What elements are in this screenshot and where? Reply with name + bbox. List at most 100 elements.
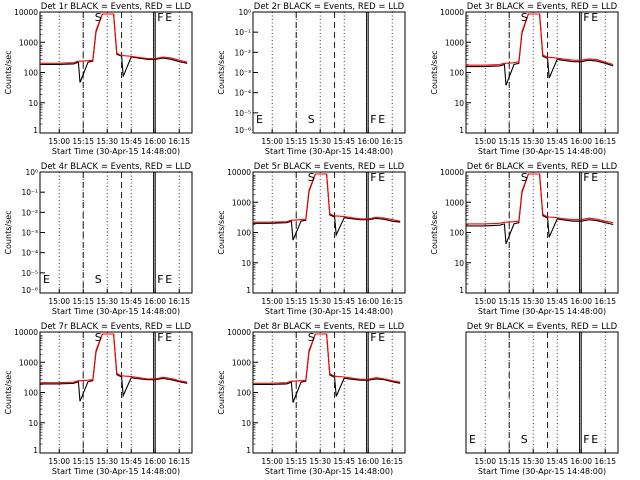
lld-series-line (466, 13, 614, 66)
y-tick-label: 1 (459, 126, 464, 135)
marker-label-s: S (308, 331, 315, 344)
x-axis-label: Start Time (30-Apr-15 14:48:00) (52, 467, 180, 476)
detector-panel-2: 15:00 15:15 15:30 15:45 16:00 16:15 10⁻⁶ 10⁻⁵ 10… (217, 2, 406, 156)
marker-label-e: E (591, 433, 598, 446)
x-tick-label: 15:45 (546, 297, 568, 306)
x-tick-label: 15:45 (120, 297, 142, 306)
y-axis-label: Counts/sec (4, 370, 13, 414)
x-tick-label: 15:30 (309, 137, 331, 146)
panel-title: Det 8r BLACK = Events, RED = LLD (254, 322, 405, 332)
panel-title: Det 7r BLACK = Events, RED = LLD (41, 322, 192, 332)
y-tick-label: 10 (454, 259, 464, 268)
x-axis-label: Start Time (30-Apr-15 14:48:00) (52, 307, 180, 316)
marker-label-f: F (157, 273, 163, 286)
x-tick-label: 15:45 (546, 457, 568, 466)
detector-panel-3: 15:00 15:15 15:30 15:45 16:00 16:15 1 10 100 1000… (430, 2, 619, 156)
marker-label-s: S (95, 273, 102, 286)
x-tick-label: 15:15 (498, 457, 520, 466)
marker-label-e: E (591, 171, 598, 184)
x-tick-label: 15:30 (309, 297, 331, 306)
marker-label-e: E (469, 433, 476, 446)
y-tick-label: 10⁻⁴ (234, 89, 251, 98)
y-tick-label: 1000 (445, 198, 464, 207)
marker-label-e: E (591, 11, 598, 24)
marker-label-f: F (370, 171, 376, 184)
y-tick-label: 1000 (232, 198, 251, 207)
x-tick-label: 16:00 (357, 457, 379, 466)
events-series-line (253, 333, 401, 403)
x-axis-label: Start Time (30-Apr-15 14:48:00) (478, 307, 606, 316)
marker-label-s: S (308, 171, 315, 184)
y-tick-label: 10⁻⁶ (234, 126, 251, 135)
panel-title: Det 5r BLACK = Events, RED = LLD (254, 162, 405, 172)
x-tick-label: 16:00 (144, 137, 166, 146)
marker-label-f: F (370, 113, 376, 126)
y-tick-label: 1000 (445, 38, 464, 47)
marker-label-e: E (256, 113, 263, 126)
x-tick-label: 15:00 (48, 457, 70, 466)
panel-title: Det 6r BLACK = Events, RED = LLD (467, 162, 618, 172)
x-tick-label: 16:00 (570, 457, 592, 466)
x-tick-label: 15:00 (261, 137, 283, 146)
x-tick-label: 15:15 (72, 297, 94, 306)
x-tick-label: 16:00 (144, 297, 166, 306)
y-tick-label: 1000 (232, 358, 251, 367)
y-tick-label: 10 (241, 419, 251, 428)
x-tick-label: 16:00 (144, 457, 166, 466)
x-tick-label: 16:00 (570, 137, 592, 146)
x-axis-label: Start Time (30-Apr-15 14:48:00) (478, 147, 606, 156)
marker-label-e: E (378, 171, 385, 184)
x-tick-label: 15:00 (261, 457, 283, 466)
y-tick-label: 10 (28, 99, 38, 108)
x-axis-label: Start Time (30-Apr-15 14:48:00) (478, 467, 606, 476)
x-tick-label: 16:15 (381, 297, 403, 306)
x-tick-label: 16:15 (168, 457, 190, 466)
panel-title: Det 1r BLACK = Events, RED = LLD (41, 2, 192, 12)
y-tick-label: 1 (459, 286, 464, 295)
x-axis-label: Start Time (30-Apr-15 14:48:00) (265, 467, 393, 476)
x-tick-label: 16:15 (168, 297, 190, 306)
marker-label-f: F (157, 11, 163, 24)
marker-label-s: S (308, 113, 315, 126)
y-tick-label: 10⁻³ (234, 69, 251, 78)
events-series-line (466, 13, 614, 86)
plot-frame (465, 11, 619, 134)
plot-frame (39, 331, 193, 454)
y-axis-label: Counts/sec (217, 370, 226, 414)
x-tick-label: 15:45 (333, 137, 355, 146)
panel-title: Det 4r BLACK = Events, RED = LLD (41, 162, 192, 172)
x-tick-label: 15:45 (120, 457, 142, 466)
x-tick-label: 16:00 (357, 297, 379, 306)
y-axis-label: Counts/sec (4, 50, 13, 94)
marker-label-e: E (165, 11, 172, 24)
lld-series-line (253, 333, 401, 384)
x-tick-label: 15:30 (522, 297, 544, 306)
marker-label-e: E (378, 331, 385, 344)
events-series-line (466, 173, 614, 245)
detector-panel-8: 15:00 15:15 15:30 15:45 16:00 16:15 1 10 100 1000… (217, 322, 406, 476)
marker-label-f: F (583, 171, 589, 184)
y-tick-label: 100 (450, 229, 465, 238)
marker-label-f: F (583, 11, 589, 24)
x-tick-label: 16:15 (594, 137, 616, 146)
plot-frame (465, 331, 619, 454)
marker-label-f: F (157, 331, 163, 344)
y-tick-label: 10⁻⁵ (21, 269, 38, 278)
lld-series-line (40, 333, 188, 384)
y-tick-label: 100 (237, 229, 252, 238)
y-tick-label: 10⁻² (21, 208, 38, 217)
y-tick-label: 1 (246, 446, 251, 455)
lld-series-line (253, 173, 401, 223)
panel-title: Det 9r BLACK = Events, RED = LLD (467, 322, 618, 332)
y-tick-label: 10 (28, 419, 38, 428)
x-tick-label: 15:00 (48, 137, 70, 146)
x-tick-label: 15:45 (333, 457, 355, 466)
events-series-line (40, 13, 188, 83)
x-tick-label: 16:15 (381, 457, 403, 466)
y-tick-label: 10000 (14, 328, 38, 337)
y-tick-label: 10⁻² (234, 48, 251, 57)
y-axis-label: Counts/sec (217, 210, 226, 254)
lld-series-line (466, 173, 614, 225)
x-tick-label: 15:15 (285, 137, 307, 146)
plot-frame (39, 11, 193, 134)
